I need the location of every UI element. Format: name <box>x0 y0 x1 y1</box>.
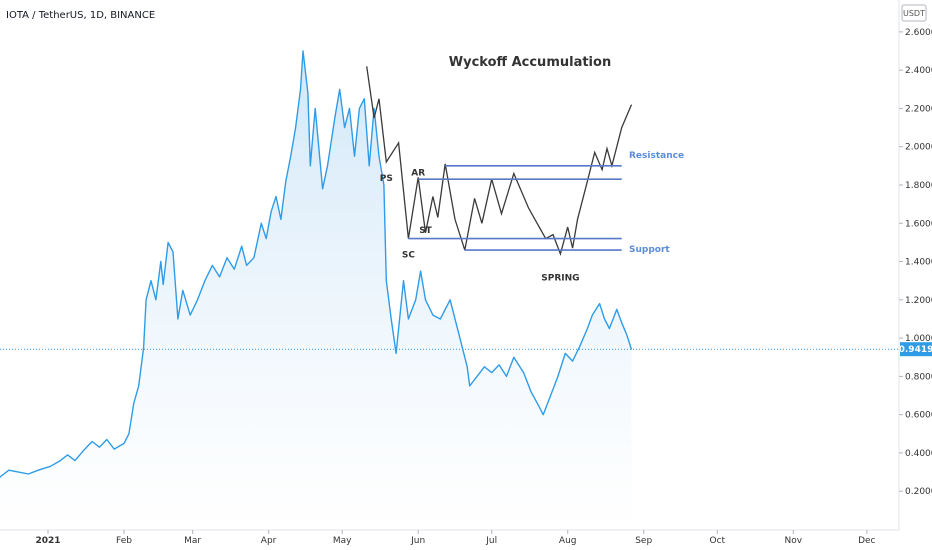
x-tick-label: Mar <box>184 536 201 546</box>
price-series-line <box>0 50 633 478</box>
x-tick-label: Jun <box>410 536 425 546</box>
y-tick-label: 1.8000 <box>905 181 932 191</box>
symbol-header: IOTA / TetherUS, 1D, BINANCE <box>6 10 155 21</box>
annotation-st: ST <box>419 226 432 236</box>
price-area-layer <box>0 50 633 530</box>
x-tick-label: May <box>333 536 352 546</box>
range-levels <box>408 165 622 251</box>
annotation-sc: SC <box>402 251 415 261</box>
y-tick-label: 0.8000 <box>905 372 932 382</box>
y-tick-label: 1.0000 <box>905 334 932 344</box>
current-price-value: 0.9419 <box>899 345 932 355</box>
x-tick-label: Aug <box>559 536 577 546</box>
x-tick-label: Oct <box>710 536 726 546</box>
schematic-annotations: PS AR ST SC SPRING Resistance Support <box>380 151 684 284</box>
annotation-resistance: Resistance <box>629 151 684 161</box>
time-axis[interactable]: 2021 Feb Mar Apr May Jun Jul Aug Sep Oct Nov Dec <box>35 530 876 546</box>
x-tick-label: Sep <box>635 536 652 546</box>
unit-label: USDT <box>903 9 925 18</box>
x-tick-label: Dec <box>858 536 875 546</box>
x-tick-label: 2021 <box>35 536 60 546</box>
x-tick-label: Nov <box>785 536 803 546</box>
y-tick-label: 2.0000 <box>905 143 932 153</box>
x-tick-label: Apr <box>261 536 277 546</box>
unit-badge[interactable] <box>901 4 927 22</box>
x-tick-label: Feb <box>116 536 132 546</box>
annotation-spring: SPRING <box>541 274 579 284</box>
annotation-support: Support <box>629 245 670 255</box>
chart-title: Wyckoff Accumulation <box>449 55 611 70</box>
price-area-fill <box>0 51 632 530</box>
schematic-path <box>366 66 633 256</box>
current-price-badge: 0.9419 <box>899 342 932 357</box>
annotation-ps: PS <box>380 174 393 184</box>
current-price-badge-bg <box>900 342 932 357</box>
annotation-ar: AR <box>411 168 425 178</box>
wyckoff-schematic <box>366 66 633 256</box>
x-tick-label: Jul <box>485 536 497 546</box>
